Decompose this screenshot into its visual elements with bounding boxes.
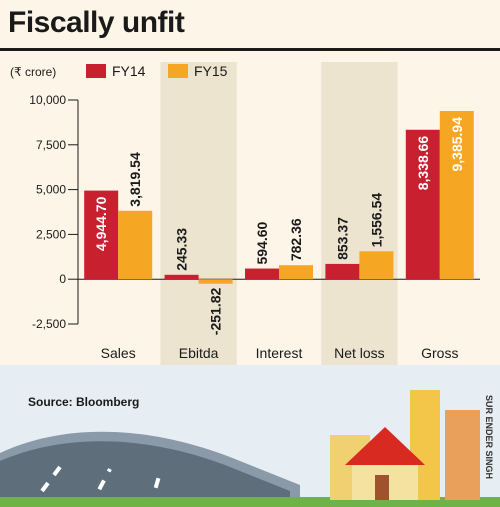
y-tick-label: 10,000 xyxy=(29,93,66,107)
bar-fy14-3 xyxy=(325,263,360,280)
bar-fy15-4 xyxy=(439,111,474,280)
shaded-column-3 xyxy=(321,62,398,392)
category-label-4: Gross xyxy=(421,345,458,361)
value-label-fy15-4: 9,385.94 xyxy=(449,117,465,172)
legend-label-fy15: FY15 xyxy=(194,63,228,79)
value-label-fy14-0: 4,944.70 xyxy=(93,196,109,251)
title-rule xyxy=(0,48,500,51)
y-tick-label: 5,000 xyxy=(36,183,66,197)
category-label-2: Interest xyxy=(256,345,303,361)
value-label-fy14-3: 853.37 xyxy=(334,217,350,260)
y-tick-label: 2,500 xyxy=(36,227,66,241)
value-label-fy14-4: 8,338.66 xyxy=(415,136,431,191)
unit-label: (₹ crore) xyxy=(10,65,56,79)
value-label-fy15-0: 3,819.54 xyxy=(127,152,143,207)
bar-fy14-1 xyxy=(164,274,199,280)
category-label-1: Ebitda xyxy=(179,345,219,361)
artist-credit: SUR ENDER SINGH xyxy=(484,395,494,480)
chart-title: Fiscally unfit xyxy=(8,6,185,39)
value-label-fy15-1: -251.82 xyxy=(208,288,224,336)
bar-fy15-0 xyxy=(118,210,153,280)
bar-fy14-0 xyxy=(84,190,119,280)
road-city-illustration xyxy=(0,365,500,507)
bar-fy14-2 xyxy=(245,268,279,280)
bar-fy15-3 xyxy=(359,251,394,280)
category-label-0: Sales xyxy=(101,345,136,361)
y-tick-label: 7,500 xyxy=(36,138,66,152)
category-label-3: Net loss xyxy=(334,345,385,361)
bar-fy14-4 xyxy=(405,129,440,280)
value-label-fy15-3: 1,556.54 xyxy=(368,193,384,248)
bar-fy15-1 xyxy=(198,279,233,284)
legend-swatch-fy14 xyxy=(86,64,106,78)
value-label-fy15-2: 782.36 xyxy=(288,218,304,261)
y-tick-label: -2,500 xyxy=(32,317,66,331)
source-note: Source: Bloomberg xyxy=(28,395,140,409)
y-tick-label: 0 xyxy=(59,272,66,286)
shaded-column-1 xyxy=(160,62,237,392)
bar-fy15-2 xyxy=(279,265,313,280)
legend-swatch-fy15 xyxy=(168,64,188,78)
legend-label-fy14: FY14 xyxy=(112,63,146,79)
bar-chart: 10,000 7,500 5,000 2,500 0 -2,500 (₹ crore) FY1… xyxy=(10,62,480,392)
value-label-fy14-2: 594.60 xyxy=(254,222,270,265)
value-label-fy14-1: 245.33 xyxy=(174,228,190,271)
